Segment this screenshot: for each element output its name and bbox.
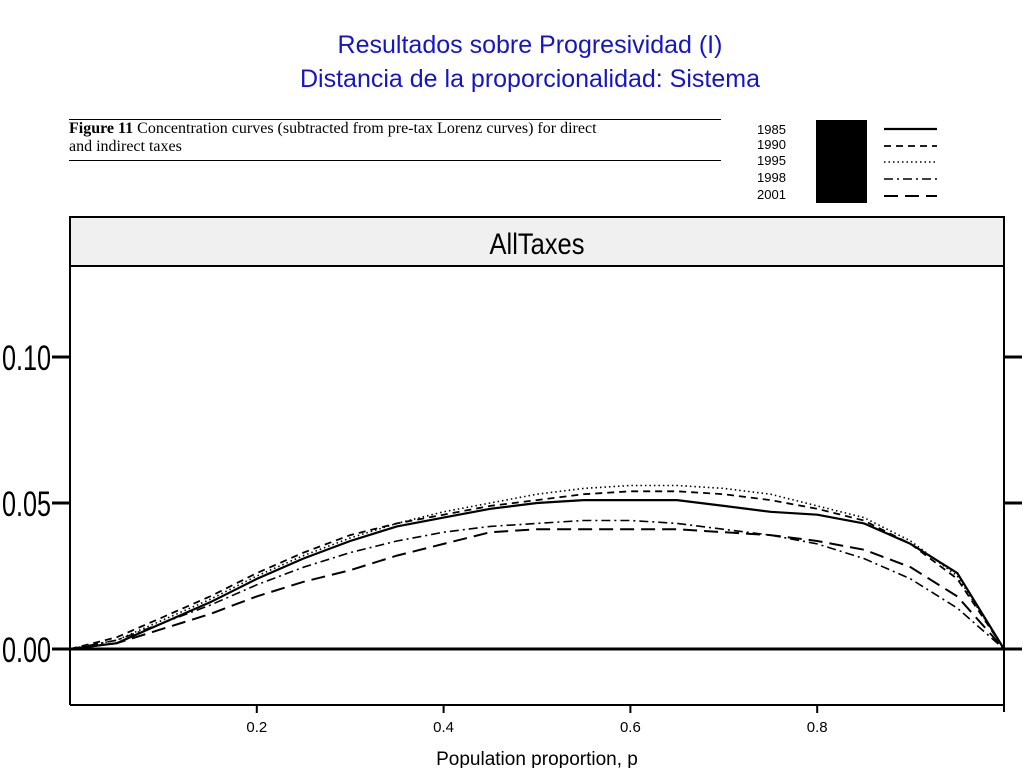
caption-text-line-2: and indirect taxes [69, 138, 182, 155]
x-axis: 0.2 0.4 0.6 0.8 [70, 704, 1004, 736]
figure-caption: Figure 11 Concentration curves (subtract… [69, 120, 721, 156]
figure-label: Figure 11 [69, 120, 134, 137]
legend-year-1985: 1985 [757, 122, 786, 137]
y-axis: 0.00 0.05 0.10 [2, 339, 1022, 670]
legend-year-1998: 1998 [757, 170, 786, 185]
y-tick-label: 0.00 [2, 631, 51, 670]
slide-title-line-2: Distancia de la proporcionalidad: Sistem… [300, 65, 760, 93]
series-line-2001 [69, 528, 1005, 650]
legend-line-samples [884, 127, 937, 197]
x-tick-label: 0.2 [246, 719, 267, 736]
x-tick-label: 0.8 [807, 719, 828, 736]
panel-title-strip [69, 216, 1005, 267]
y-tick-label: 0.05 [2, 485, 51, 524]
series-group [69, 484, 1005, 651]
series-line-1995 [69, 484, 1005, 650]
series-line-1998 [69, 519, 1005, 650]
slide-title-line-1: Resultados sobre Progresividad (I) [337, 31, 723, 59]
x-tick-label: 0.4 [433, 719, 454, 736]
series-line-1985 [69, 499, 1005, 651]
x-tick-label: 0.6 [620, 719, 641, 736]
legend-year-2001: 2001 [757, 187, 786, 202]
y-tick-label: 0.10 [2, 339, 51, 378]
legend-year-1995: 1995 [757, 153, 786, 168]
legend-year-1990: 1990 [757, 137, 786, 152]
series-line-1990 [69, 490, 1005, 650]
panel-title: AllTaxes [490, 227, 585, 260]
legend-color-block [816, 120, 867, 203]
caption-text-line-1: Concentration curves (subtracted from pr… [133, 120, 597, 137]
x-axis-label: Population proportion, p [436, 749, 638, 768]
caption-top-rule [69, 119, 721, 120]
caption-bottom-rule [69, 160, 721, 161]
